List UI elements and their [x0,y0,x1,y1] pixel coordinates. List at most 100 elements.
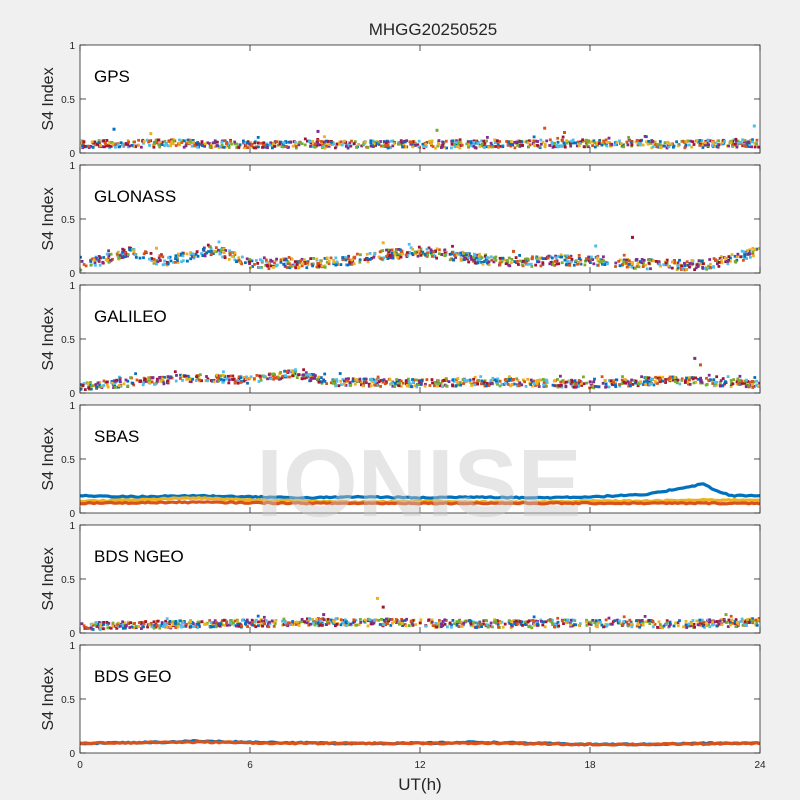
data-point [98,628,102,631]
data-point [727,144,730,148]
data-point [383,144,387,147]
data-point [596,385,600,389]
data-point [579,258,583,262]
data-point [223,623,227,627]
data-point [334,384,338,388]
data-point [526,141,530,145]
data-point [193,142,196,146]
data-point [417,139,421,143]
data-point [142,252,146,256]
data-point [110,381,114,385]
data-point [83,144,87,148]
data-point [375,384,379,387]
data-point [402,142,406,146]
data-point [684,143,688,147]
data-point [413,384,417,388]
data-point [252,146,256,150]
data-point [437,252,441,256]
data-point [515,377,519,381]
data-point [227,258,231,261]
data-point [690,259,694,263]
data-point [174,260,177,264]
data-point [521,624,524,627]
data-point [556,255,560,258]
data-point [189,257,193,261]
data-point [526,377,530,381]
data-point [391,384,395,388]
data-point [294,145,298,148]
data-point [494,255,498,259]
data-point [491,376,495,380]
data-point [108,146,111,149]
data-point [584,141,588,145]
data-point [278,142,282,146]
data-point [469,144,473,148]
data-point [629,381,633,384]
data-point [387,142,390,146]
data-point [582,145,586,149]
data-point [645,140,648,144]
data-point [416,383,419,386]
data-point [185,378,189,381]
data-point [437,382,441,385]
data-point [134,256,138,259]
data-point [398,381,401,385]
data-point [630,143,634,147]
data-point [476,381,479,384]
data-point [647,261,651,265]
data-point [306,263,310,266]
data-point [645,379,649,383]
data-point [151,376,155,379]
data-point [372,142,376,146]
data-point [195,143,198,147]
data-point [248,262,251,265]
data-point [485,139,488,143]
data-point [339,618,343,622]
data-point [610,142,614,146]
data-point [551,623,554,626]
data-point [693,625,696,629]
data-point [735,145,739,149]
data-point [339,623,343,627]
data-point [567,140,570,144]
data-point [246,146,249,149]
data-point [570,624,574,628]
data-point [293,620,297,624]
data-point [285,623,288,626]
data-point [712,143,716,147]
data-point [516,144,520,147]
data-point [200,379,203,383]
data-point [94,621,98,624]
data-point [377,378,380,381]
data-point [606,623,609,627]
data-point [390,248,394,252]
data-point [250,142,254,146]
data-point [258,266,262,270]
data-point [353,619,356,623]
data-point [501,256,505,260]
data-point [582,382,586,386]
data-point [665,619,669,623]
data-point [634,266,637,270]
data-point [656,143,660,146]
data-point [312,373,316,376]
data-point [244,144,248,148]
data-point [215,373,219,377]
data-point [723,382,726,386]
data-point [483,384,487,388]
data-point [148,381,151,384]
data-point [701,622,705,626]
data-point [184,144,188,148]
data-point [256,262,260,265]
data-point [451,258,455,262]
data-point [437,142,440,146]
data-point [755,142,759,146]
data-point [697,140,700,144]
data-point [182,145,186,149]
data-point [545,139,549,143]
data-point [459,383,463,387]
data-point [453,252,457,255]
data-point [560,255,563,259]
data-point [631,235,634,239]
data-point [613,143,617,147]
